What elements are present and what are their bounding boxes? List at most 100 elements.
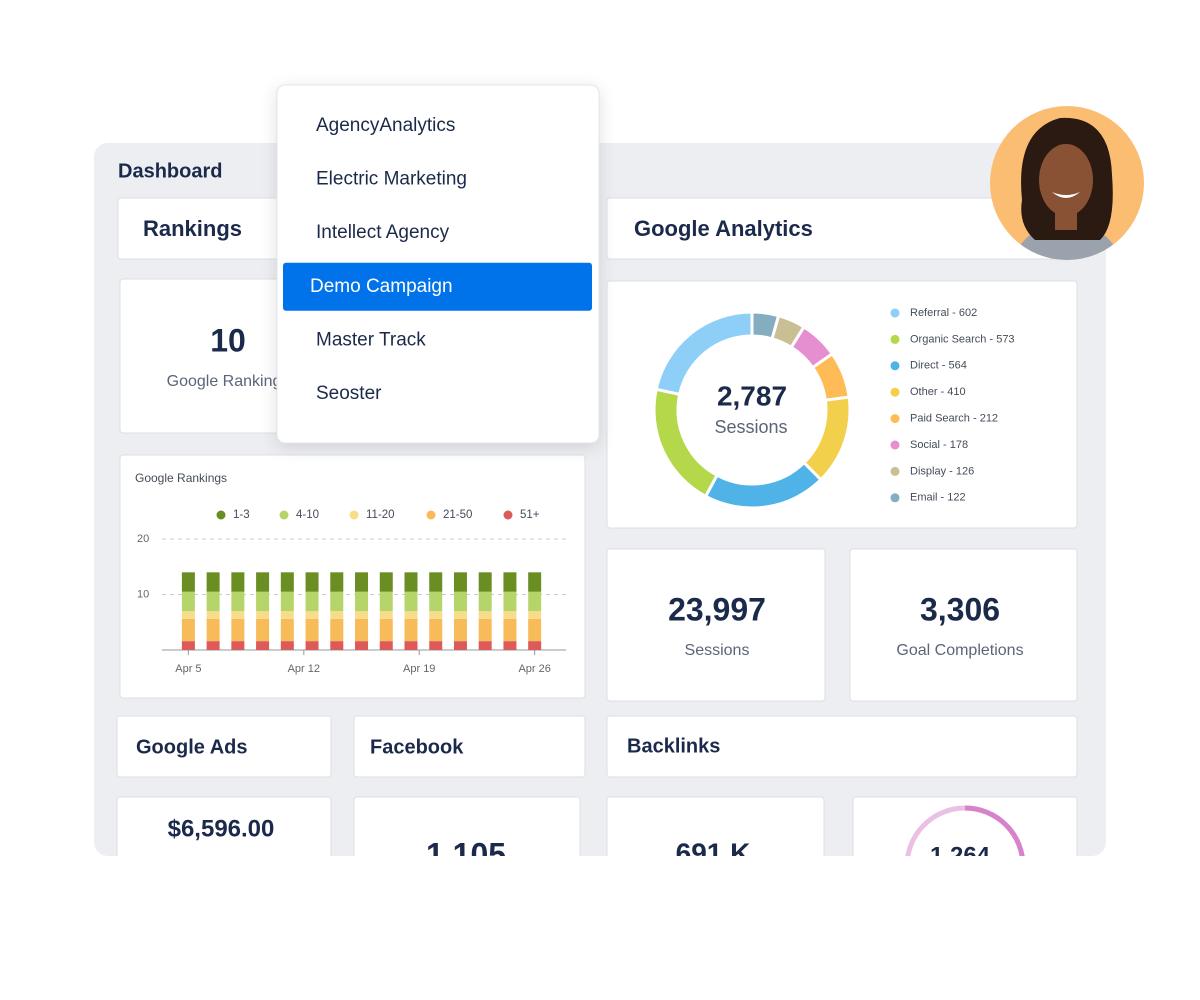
bar-segment <box>330 641 344 650</box>
bar-segment <box>429 618 443 642</box>
menu-item[interactable]: Demo Campaign <box>310 276 453 297</box>
menu-item[interactable]: Electric Marketing <box>316 169 467 190</box>
avatar-face <box>1039 144 1093 216</box>
legend-dot <box>890 308 900 318</box>
bar-segment <box>429 572 443 592</box>
bar-segment <box>280 572 294 592</box>
dashboard-panel: Dashboard Rankings Google Analytics 10 G… <box>94 143 1106 872</box>
bar-segment <box>379 618 393 642</box>
section-title: Facebook <box>370 736 464 758</box>
avatar-neck <box>1055 208 1077 230</box>
bar-segment <box>305 641 319 650</box>
bar-segment <box>453 618 467 642</box>
legend-label: Organic Search - 573 <box>910 333 1015 345</box>
bar-segment <box>280 641 294 650</box>
kpi-value: 1,105 <box>426 836 506 872</box>
x-tick-label: Apr 26 <box>518 663 550 675</box>
bar-segment <box>181 572 195 592</box>
y-tick-label: 10 <box>137 588 149 600</box>
gauge-arc <box>964 805 1026 856</box>
bar-segment <box>379 572 393 592</box>
kpi-value: 23,997 <box>668 591 766 627</box>
bar-segment <box>404 641 418 650</box>
bar-segment <box>404 572 418 592</box>
bar-segment <box>528 572 542 592</box>
legend-dot <box>890 387 900 397</box>
legend-label: Other - 410 <box>910 386 966 398</box>
donut-center-value: 2,787 <box>717 380 787 411</box>
legend-label: 4-10 <box>296 509 319 521</box>
kpi-value: $6,596.00 <box>168 815 275 842</box>
menu-item[interactable]: Seoster <box>316 383 382 404</box>
y-tick-label: 20 <box>137 533 149 545</box>
bar-segment <box>256 641 270 650</box>
bar-segment <box>280 618 294 642</box>
bar-segment <box>280 611 294 619</box>
bar-segment <box>305 572 319 592</box>
menu-item[interactable]: Intellect Agency <box>316 222 450 243</box>
bar-segment <box>355 611 369 619</box>
bar-segment <box>355 591 369 612</box>
bar-segment <box>453 611 467 619</box>
bar-segment <box>206 618 220 642</box>
bar-segment <box>181 618 195 642</box>
section-title: Backlinks <box>627 735 720 757</box>
bar-segment <box>256 618 270 642</box>
legend-dot <box>890 414 900 424</box>
bar-segment <box>379 591 393 612</box>
legend-label: 1-3 <box>233 509 250 521</box>
legend-dot <box>890 361 900 371</box>
card <box>353 715 586 778</box>
bar-segment <box>429 641 443 650</box>
bar-segment <box>181 611 195 619</box>
avatar-smile <box>1052 192 1080 198</box>
bar-segment <box>305 611 319 619</box>
bar-segment <box>231 572 245 592</box>
bar-segment <box>206 572 220 592</box>
bar-segment <box>231 618 245 642</box>
bar-segment <box>528 611 542 619</box>
kpi-card <box>606 796 825 856</box>
legend-label: Direct - 564 <box>910 360 967 372</box>
legend-label: 11-20 <box>366 509 395 521</box>
bar-segment <box>280 591 294 612</box>
donut-center-label: Sessions <box>714 417 787 437</box>
kpi-value: 1,264 <box>930 842 991 869</box>
menu-item[interactable]: AgencyAnalytics <box>316 115 455 136</box>
kpi-label: Goal Completions <box>896 642 1023 659</box>
bar-segment <box>453 591 467 612</box>
legend-dot <box>890 493 900 503</box>
kpi-value: 10 <box>210 322 246 358</box>
chart-title: Google Rankings <box>135 471 227 485</box>
bar-segment <box>503 572 517 592</box>
bar-segment <box>503 618 517 642</box>
account-menu: AgencyAnalytics Electric Marketing Intelle… <box>276 84 600 444</box>
bar-segment <box>404 611 418 619</box>
menu-item[interactable]: Master Track <box>316 329 426 350</box>
bar-segment <box>404 591 418 612</box>
bar-segment <box>379 641 393 650</box>
kpi-label: Google Rankings <box>167 373 290 390</box>
legend-label: Email - 122 <box>910 492 966 504</box>
x-tick-label: Apr 5 <box>175 663 201 675</box>
kpi-value: 3,306 <box>920 591 1000 627</box>
bar-segment <box>256 611 270 619</box>
legend-dot <box>890 440 900 450</box>
legend-label: 21-50 <box>443 509 472 521</box>
bar-segment <box>330 591 344 612</box>
section-title: Rankings <box>143 216 242 241</box>
bar-segment <box>528 618 542 642</box>
bar-segment <box>503 591 517 612</box>
sessions-donut: Referral - 602 Organic Search - 573 Direct… <box>652 307 1015 510</box>
bar-segment <box>478 618 492 642</box>
bar-segment <box>305 591 319 612</box>
bar-segment <box>355 641 369 650</box>
bar-segment <box>181 591 195 612</box>
kpi-card <box>606 548 826 702</box>
bar-segment <box>206 641 220 650</box>
section-title: Google Ads <box>136 736 247 758</box>
legend-dot <box>890 334 900 344</box>
kpi-card <box>353 796 581 856</box>
bar-segment <box>231 641 245 650</box>
